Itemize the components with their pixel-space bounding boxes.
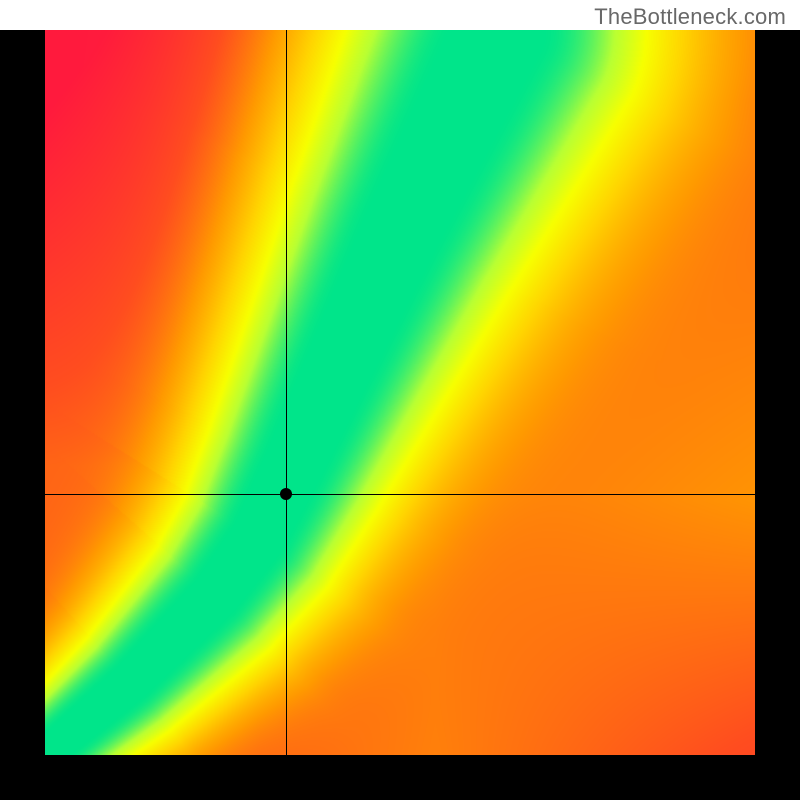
plot-area bbox=[45, 30, 755, 755]
heatmap-canvas bbox=[45, 30, 755, 755]
marker-point bbox=[280, 488, 292, 500]
crosshair-horizontal bbox=[45, 494, 755, 495]
chart-container: TheBottleneck.com bbox=[0, 0, 800, 800]
crosshair-vertical bbox=[286, 30, 287, 755]
watermark-text: TheBottleneck.com bbox=[594, 4, 786, 30]
